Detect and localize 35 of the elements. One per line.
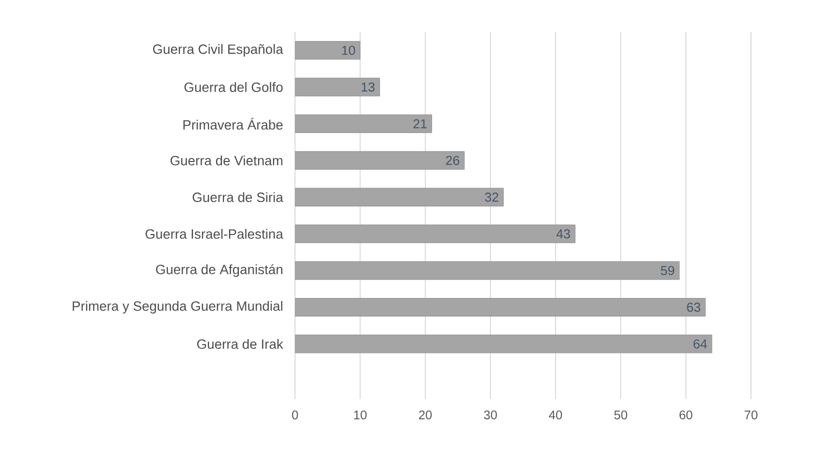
bar (295, 334, 712, 354)
data-label: 26 (446, 156, 460, 166)
data-label: 43 (556, 229, 570, 238)
x-tick-label: 60 (680, 410, 692, 420)
y-tick-label: Primavera Árabe (183, 118, 283, 130)
y-tick-label: Primera y Segunda Guerra Mundial (72, 300, 282, 314)
data-label: 13 (362, 82, 375, 92)
x-tick-label: 0 (292, 410, 298, 420)
x-tick-label: 20 (418, 410, 432, 420)
y-tick-label: Guerra del Golfo (184, 82, 283, 92)
bar (295, 78, 380, 96)
data-label: 10 (342, 46, 356, 55)
bar (295, 41, 360, 60)
y-tick-label: Guerra de Vietnam (170, 155, 282, 166)
y-tick-label: Guerra Israel-Palestina (146, 228, 284, 239)
y-tick-label: Guerra Civil Española (153, 44, 284, 57)
data-label: 63 (687, 302, 700, 312)
bar (295, 298, 706, 316)
y-tick-label: Guerra de Irak (197, 338, 284, 349)
x-tick-label: 70 (744, 410, 758, 420)
bar (295, 224, 576, 244)
data-label: 64 (694, 339, 707, 349)
x-tick-label: 40 (548, 410, 562, 420)
bar (295, 188, 504, 206)
data-label: 59 (660, 266, 674, 276)
y-tick-label: Guerra de Siria (192, 192, 284, 202)
data-label: 21 (413, 119, 427, 128)
x-tick-label: 10 (354, 410, 367, 420)
bar (295, 151, 465, 170)
y-tick-label: Guerra de Afganistán (156, 264, 282, 277)
x-tick-label: 30 (484, 410, 497, 420)
bar (295, 114, 432, 133)
data-label: 32 (484, 192, 498, 202)
bar (295, 261, 680, 280)
x-tick-label: 50 (614, 410, 628, 420)
